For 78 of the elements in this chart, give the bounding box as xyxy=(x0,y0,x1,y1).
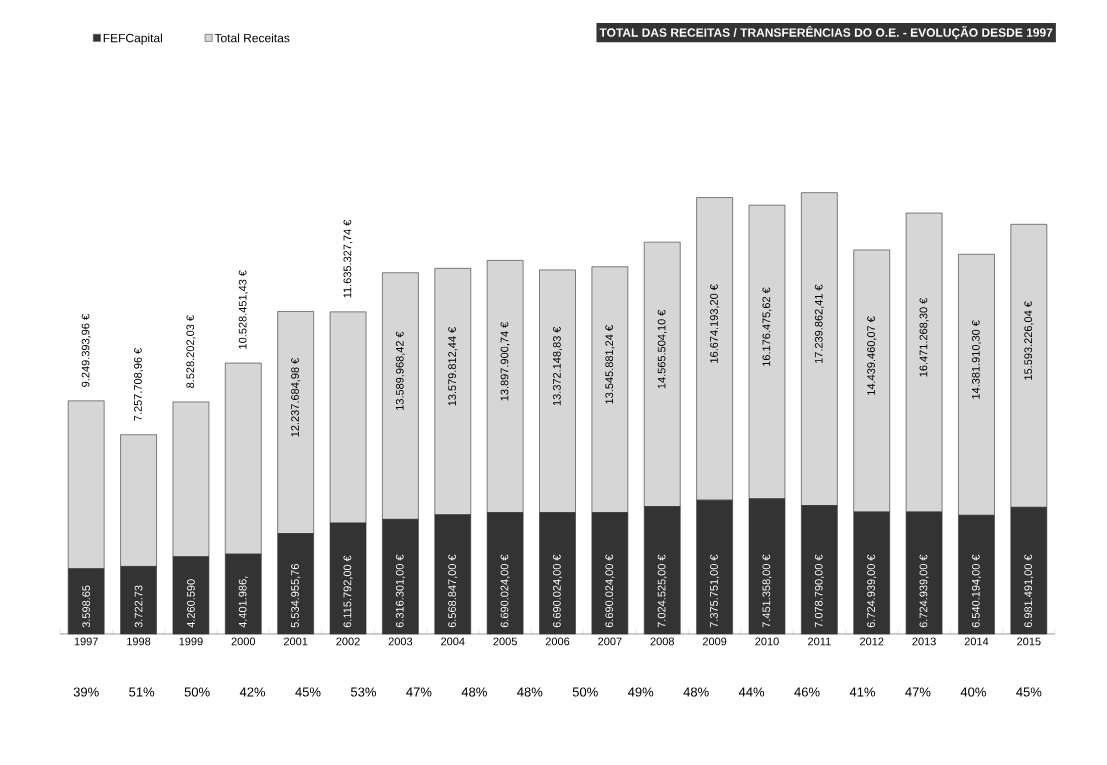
text: 48% xyxy=(461,687,487,697)
data-label: 7.375.751,00 € xyxy=(710,554,720,628)
x-tick-label: 2007 xyxy=(598,637,622,646)
data-label: 13.545.881,24 € xyxy=(605,325,615,404)
text: 53% xyxy=(350,687,376,697)
data-label: 13.589.968,42 € xyxy=(395,331,405,410)
x-tick-label: 2003 xyxy=(388,637,413,646)
data-label: 12.237.684,98 € xyxy=(291,357,301,437)
x-tick-label: 2012 xyxy=(860,637,884,646)
text: 46% xyxy=(794,687,820,697)
data-label: 6.724.939,00 € xyxy=(919,554,929,628)
text: 45% xyxy=(1016,687,1042,697)
data-label: 3.722.73 xyxy=(134,585,143,628)
x-tick-label: 2002 xyxy=(336,637,360,646)
x-tick-label: 2010 xyxy=(755,637,779,646)
data-label: 13.372.148,83 € xyxy=(552,326,563,406)
data-label: 14.439.460,07 € xyxy=(867,316,877,395)
x-tick-label: 2008 xyxy=(650,637,674,646)
text: 50% xyxy=(184,687,210,697)
text: 48% xyxy=(683,687,709,697)
data-label: 6.540.194,00 € xyxy=(971,554,982,628)
legend-label: Total Receitas xyxy=(214,33,290,43)
data-label: 7.257.708,96 € xyxy=(134,347,144,421)
x-tick-label: 2009 xyxy=(702,637,727,646)
data-label: 13.579.812,44 € xyxy=(448,326,458,406)
text: 49% xyxy=(627,687,654,697)
data-label: 6.115.792,00 € xyxy=(343,555,353,628)
text: 44% xyxy=(738,687,765,697)
text: 48% xyxy=(517,687,543,697)
x-tick-label: 2004 xyxy=(441,637,465,646)
data-label: 7.451.358,00 € xyxy=(762,554,772,628)
text: 47% xyxy=(905,687,931,697)
data-label: 11.635.327,74 € xyxy=(343,219,353,298)
data-label: 15.593.226,04 € xyxy=(1024,301,1034,380)
text: 40% xyxy=(960,687,986,697)
text: 42% xyxy=(239,687,266,697)
data-label: 16.176.475,62 € xyxy=(762,287,772,366)
data-label: 6.316.301,00 € xyxy=(395,554,405,628)
data-label: 13.897.900,74 € xyxy=(500,321,510,401)
x-tick-label: 1999 xyxy=(179,637,203,646)
data-label: 3.598.65 xyxy=(82,585,91,628)
data-label: 14.565.504,10 € xyxy=(657,309,667,389)
data-label: 14.381.910,30 € xyxy=(971,320,982,399)
data-label: 6.690.024,00 € xyxy=(552,554,563,628)
data-label: 16.471.268,30 € xyxy=(919,297,929,377)
data-label: 17.239.862,41 € xyxy=(814,284,824,364)
data-label: 6.724.939,00 € xyxy=(867,554,877,628)
legend-label: FEFCapital xyxy=(103,33,162,45)
data-label: 6.981.491,00 € xyxy=(1024,554,1034,628)
x-tick-label: 1998 xyxy=(127,637,151,646)
chart-title: TOTAL DAS RECEITAS / TRANSFERÊNCIAS DO O.E. - EVOLUÇÃO DESDE 1997 xyxy=(599,25,1053,40)
text: 47% xyxy=(406,687,432,697)
x-tick-label: 2015 xyxy=(1017,637,1041,646)
x-tick-label: 2005 xyxy=(493,637,517,646)
data-label: 7.078.790,00 € xyxy=(814,554,824,628)
data-label: 7.024.525,00 € xyxy=(657,554,667,628)
data-label: 9.249.393,96 € xyxy=(81,314,91,387)
x-tick-label: 2013 xyxy=(912,637,936,646)
data-label: 4.401.986, xyxy=(238,576,248,628)
text: 41% xyxy=(849,687,876,697)
data-label: 4.260.590 xyxy=(187,579,195,628)
x-tick-label: 2000 xyxy=(231,637,256,646)
x-tick-label: 2001 xyxy=(283,637,308,646)
data-label: 6.568.847,00 € xyxy=(448,554,458,628)
x-tick-label: 2014 xyxy=(964,637,989,646)
text: 45% xyxy=(295,687,321,697)
data-label: 6.690.024,00 € xyxy=(605,554,615,628)
data-label: 5.534.955,76 xyxy=(291,564,301,628)
data-label: 8.528.202,03 € xyxy=(186,315,196,388)
text: 51% xyxy=(129,687,155,697)
data-label: 16.674.193,20 € xyxy=(710,284,720,363)
text: 50% xyxy=(572,687,598,697)
data-label: 6.690.024,00 € xyxy=(500,554,510,628)
text: 39% xyxy=(73,687,99,697)
data-label: 10.528.451,43 € xyxy=(238,270,248,349)
x-tick-label: 1997 xyxy=(74,637,98,646)
x-tick-label: 2011 xyxy=(808,637,831,646)
x-tick-label: 2006 xyxy=(545,637,570,646)
